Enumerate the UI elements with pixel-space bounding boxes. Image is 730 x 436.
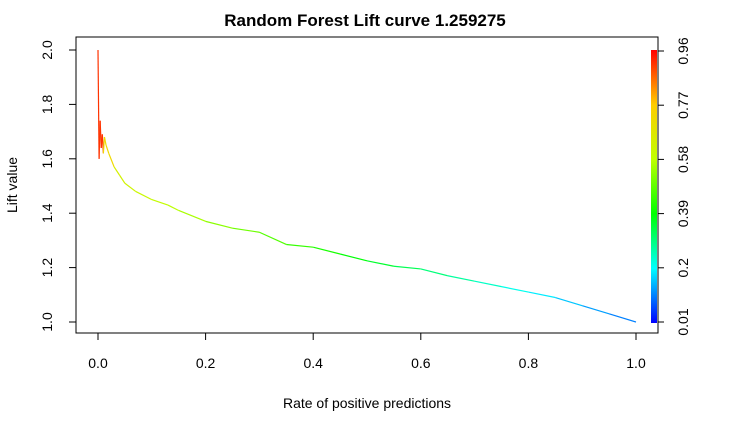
y-tick-label: 1.8 [39,94,55,114]
curve-segment [313,246,341,255]
x-axis: 0.0 0.2 0.4 0.6 0.8 1.0 [88,333,646,371]
colorbar-tick-label: 0.96 [675,37,691,64]
x-tick-label: 0.6 [411,355,431,371]
curve-segment [447,275,475,282]
curve-segment [555,296,583,307]
curve-segment [259,231,287,246]
curve-segment [582,305,610,315]
y-tick-label: 1.6 [39,149,55,169]
x-tick-label: 0.2 [196,355,216,371]
curve-segment [205,220,233,229]
curve-segment [135,190,153,201]
curve-segment [167,204,179,212]
curve-segment [103,136,107,146]
curve-segment [97,49,100,159]
y-tick-label: 1.2 [39,258,55,278]
plot-frame [75,36,659,334]
x-tick-label: 0.0 [88,355,108,371]
y-tick-label: 1.4 [39,203,55,223]
curve-segment [108,153,115,168]
y-tick-label: 2.0 [39,40,55,60]
curve-segment [474,280,502,288]
curve-segment [102,137,106,154]
x-tick-label: 1.0 [626,355,646,371]
curve-segment [608,313,637,323]
y-tick-label: 1.0 [39,312,55,332]
curve-segment [105,145,110,154]
colorbar-tick-label: 0.2 [675,258,691,278]
curve-segment [113,166,121,176]
colorbar [651,50,657,323]
curve-segment [528,291,556,299]
curve-segment [501,286,529,293]
curve-segment [339,253,368,262]
x-tick-label: 0.4 [303,355,323,371]
curve-segment [286,243,314,248]
curve-segment [151,199,169,206]
chart-title: Random Forest Lift curve 1.259275 [224,11,506,30]
colorbar-tick-label: 0.39 [675,200,691,227]
colorbar-tick-label: 0.77 [675,91,691,118]
curve-segment [119,174,126,184]
lift-curve [97,49,637,323]
curve-segment [366,260,395,267]
colorbar-axis: 0.01 0.2 0.39 0.58 0.77 0.96 [658,37,691,336]
colorbar-tick-label: 0.01 [675,308,691,335]
curve-segment [393,265,421,270]
colorbar-tick-label: 0.58 [675,146,691,173]
curve-segment [420,268,448,277]
y-axis-label: Lift value [4,157,20,213]
curve-segment [178,209,206,222]
y-axis: 1.0 1.2 1.4 1.6 1.8 2.0 [39,40,76,332]
x-tick-label: 0.8 [519,355,539,371]
x-axis-label: Rate of positive predictions [283,395,451,411]
curve-segment [232,227,260,233]
curve-segment [124,182,137,192]
